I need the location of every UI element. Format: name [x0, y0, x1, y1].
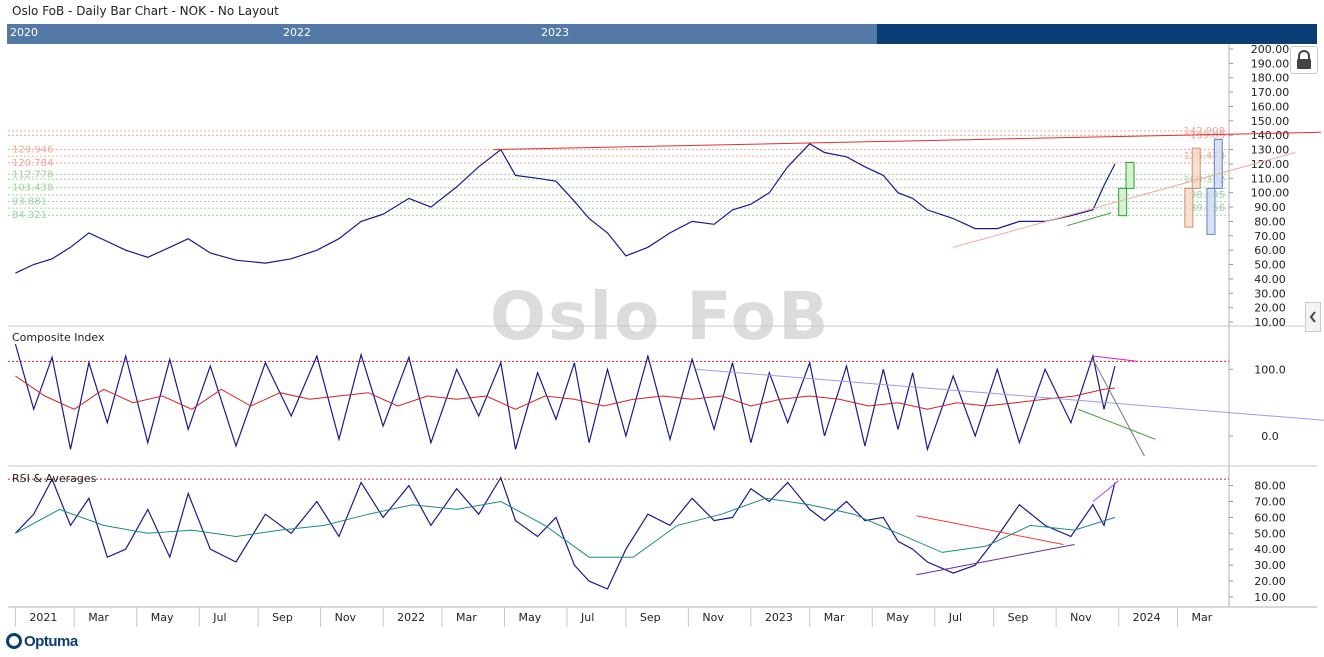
- y-tick-label: 120.00: [1251, 158, 1290, 171]
- level-label-right: 142.908: [1184, 126, 1225, 137]
- y-tick-label: 60.00: [1254, 244, 1286, 257]
- y-tick-label: 0.0: [1261, 430, 1279, 443]
- x-tick-label: May: [151, 611, 174, 624]
- chevron-left-icon: [1309, 311, 1316, 323]
- y-tick-label: 80.00: [1254, 215, 1286, 228]
- optuma-logo: Optuma: [6, 631, 78, 651]
- x-tick-label: 2024: [1133, 611, 1161, 624]
- x-tick-label: 2021: [29, 611, 57, 624]
- composite-panel-title: Composite Index: [12, 331, 105, 344]
- projection-box: [1213, 139, 1223, 189]
- series-rsi_avg-line: [15, 497, 1116, 558]
- level-label-right: 139.85: [1190, 130, 1225, 141]
- projection-box: [1206, 187, 1216, 235]
- x-tick-label: Sep: [640, 611, 661, 624]
- lock-button[interactable]: [1290, 46, 1318, 74]
- series-trend_green-line: [1067, 212, 1112, 227]
- y-tick-label: 170.00: [1251, 86, 1290, 99]
- level-label-left: 120.784: [12, 158, 53, 169]
- lock-icon: [1297, 50, 1311, 69]
- projection-box: [1125, 162, 1135, 189]
- series-rsi-line: [14, 476, 1116, 590]
- x-tick-label: Jul: [212, 611, 226, 624]
- level-label-left: 129.946: [12, 145, 53, 156]
- level-label-left: 112.778: [12, 169, 53, 180]
- y-tick-label: 20.00: [1254, 302, 1286, 315]
- y-tick-label: 70.00: [1254, 495, 1286, 508]
- x-tick-label: Jul: [948, 611, 962, 624]
- chart-title: Oslo FoB - Daily Bar Chart - NOK - No La…: [12, 4, 279, 18]
- y-tick-label: 200.00: [1251, 43, 1290, 56]
- rsi-panel-title: RSI & Averages: [12, 472, 97, 485]
- navigator-window[interactable]: 2020 2022 2023: [7, 24, 877, 44]
- level-label-left: 93.881: [12, 196, 47, 207]
- navigator-year-label: 2022: [283, 26, 311, 39]
- projection-box: [1191, 147, 1201, 189]
- x-tick-label: Mar: [1192, 611, 1213, 624]
- series-trend_red-line: [916, 515, 1064, 545]
- series-trend_violet-line: [1092, 480, 1120, 502]
- collapse-panel-button[interactable]: [1305, 302, 1321, 332]
- series-price-line: [15, 143, 1116, 274]
- level-label-left: 84.321: [12, 210, 47, 221]
- y-tick-label: 40.00: [1254, 273, 1286, 286]
- logo-text: Optuma: [24, 632, 78, 650]
- x-tick-label: Nov: [702, 611, 724, 624]
- timeline-navigator[interactable]: 2020 2022 2023: [7, 24, 1317, 44]
- series-resistance-line: [493, 131, 1321, 151]
- level-label-left: 103.438: [12, 183, 53, 194]
- series-composite-line: [14, 343, 1116, 452]
- y-tick-label: 60.00: [1254, 511, 1286, 524]
- y-tick-label: 80.00: [1254, 480, 1286, 493]
- y-tick-label: 100.00: [1251, 187, 1290, 200]
- projection-box: [1118, 187, 1128, 217]
- x-tick-label: Mar: [456, 611, 477, 624]
- x-tick-label: Sep: [1008, 611, 1029, 624]
- x-tick-label: May: [886, 611, 909, 624]
- projection-box: [1184, 187, 1194, 228]
- x-tick-label: May: [518, 611, 541, 624]
- logo-icon: [6, 633, 22, 649]
- y-tick-label: 110.00: [1251, 172, 1290, 185]
- y-tick-label: 20.00: [1254, 575, 1286, 588]
- level-label-right: 125.473: [1184, 151, 1225, 162]
- y-tick-label: 10.00: [1254, 316, 1286, 329]
- y-tick-label: 30.00: [1254, 559, 1286, 572]
- y-tick-label: 50.00: [1254, 259, 1286, 272]
- y-tick-label: 150.00: [1251, 115, 1290, 128]
- y-tick-label: 10.00: [1254, 591, 1286, 604]
- series-trend_purple-line: [916, 544, 1075, 576]
- series-trend_gray-line: [1092, 359, 1145, 457]
- x-tick-label: Mar: [824, 611, 845, 624]
- y-tick-label: 190.00: [1251, 57, 1290, 70]
- x-tick-label: 2022: [397, 611, 425, 624]
- y-tick-label: 160.00: [1251, 100, 1290, 113]
- navigator-year-label: 2020: [10, 26, 38, 39]
- series-trend_blue-line: [695, 368, 1324, 421]
- y-tick-label: 180.00: [1251, 72, 1290, 85]
- y-tick-label: 130.00: [1251, 144, 1290, 157]
- x-tick-label: Nov: [335, 611, 357, 624]
- y-tick-label: 100.0: [1254, 363, 1286, 376]
- x-tick-label: Jul: [580, 611, 594, 624]
- x-tick-label: Mar: [88, 611, 109, 624]
- x-tick-label: 2023: [765, 611, 793, 624]
- series-trend_green-line: [1078, 408, 1156, 440]
- navigator-year-label: 2023: [541, 26, 569, 39]
- y-tick-label: 40.00: [1254, 543, 1286, 556]
- watermark: Oslo FoB: [490, 278, 831, 355]
- series-composite_fast-line: [15, 375, 1116, 410]
- y-tick-label: 70.00: [1254, 230, 1286, 243]
- level-label-right: 109.332: [1184, 174, 1225, 185]
- x-tick-label: Sep: [272, 611, 293, 624]
- y-tick-label: 90.00: [1254, 201, 1286, 214]
- x-tick-label: Nov: [1070, 611, 1092, 624]
- y-tick-label: 50.00: [1254, 527, 1286, 540]
- series-trend_salmon-line: [953, 152, 1296, 248]
- y-tick-label: 30.00: [1254, 287, 1286, 300]
- series-trend_magenta-line: [1092, 355, 1138, 362]
- y-tick-label: 140.00: [1251, 129, 1290, 142]
